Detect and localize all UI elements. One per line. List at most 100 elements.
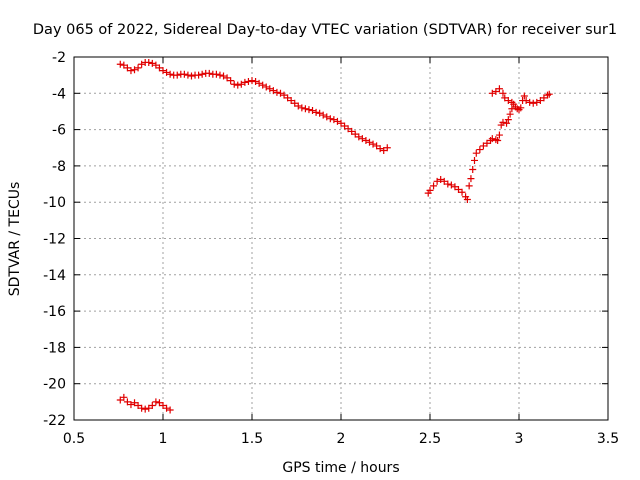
data-point-main-track bbox=[248, 77, 256, 85]
data-point-right-track bbox=[545, 90, 553, 98]
data-point-lower-track bbox=[123, 398, 131, 406]
data-point-main-track bbox=[220, 72, 228, 80]
data-point-main-track bbox=[280, 91, 288, 99]
data-point-lower-track bbox=[116, 396, 124, 404]
data-point-right-track bbox=[479, 142, 487, 150]
data-point-main-track bbox=[284, 94, 292, 102]
data-point-right-track bbox=[495, 85, 503, 93]
y-tick-label: -14 bbox=[43, 268, 66, 284]
y-tick-label: -8 bbox=[52, 159, 66, 175]
data-point-main-track bbox=[163, 68, 171, 76]
data-point-main-track bbox=[269, 87, 277, 95]
data-point-right-track bbox=[488, 135, 496, 143]
data-point-main-track bbox=[138, 60, 146, 68]
data-point-main-track bbox=[255, 79, 263, 87]
data-point-main-track bbox=[166, 70, 174, 78]
y-tick-label: -10 bbox=[43, 195, 66, 211]
data-point-main-track bbox=[341, 122, 349, 130]
data-point-right-track bbox=[504, 97, 512, 105]
data-point-main-track bbox=[330, 116, 338, 124]
data-point-lower-track bbox=[148, 401, 156, 409]
data-point-lower-track bbox=[120, 393, 128, 401]
data-point-main-track bbox=[173, 71, 181, 79]
data-point-main-track bbox=[159, 67, 167, 75]
data-point-main-track bbox=[309, 107, 317, 115]
data-point-right-track bbox=[433, 177, 441, 185]
y-tick-label: -4 bbox=[52, 86, 66, 102]
data-point-main-track bbox=[127, 67, 135, 75]
data-point-main-track bbox=[362, 136, 370, 144]
y-tick-label: -18 bbox=[43, 340, 66, 356]
data-point-main-track bbox=[244, 78, 252, 86]
data-point-main-track bbox=[259, 81, 267, 89]
data-point-right-track bbox=[499, 118, 507, 126]
grid bbox=[74, 57, 608, 420]
data-point-main-track bbox=[198, 70, 206, 78]
data-point-right-track bbox=[522, 97, 530, 105]
data-point-right-track bbox=[520, 92, 528, 100]
data-point-right-track bbox=[440, 177, 448, 185]
data-point-main-track bbox=[266, 85, 274, 93]
x-tick-label: 1.5 bbox=[241, 431, 263, 447]
data-point-right-track bbox=[454, 185, 462, 193]
data-point-main-track bbox=[287, 97, 295, 105]
axis-ticks: 0.5 1 1.5 2 2.5 3 3.5 -22 -20 -18 -16 -14 -12 -10 -8 -6… bbox=[43, 50, 619, 447]
data-point-main-track bbox=[223, 74, 231, 82]
x-tick-label: 2.5 bbox=[419, 431, 441, 447]
data-point-main-track bbox=[195, 71, 203, 79]
data-point-right-track bbox=[471, 156, 478, 164]
data-point-main-track bbox=[187, 72, 195, 80]
data-point-main-track bbox=[301, 105, 309, 113]
data-point-main-track bbox=[305, 106, 313, 114]
data-point-right-track bbox=[476, 146, 484, 154]
x-tick-label: 0.5 bbox=[63, 431, 85, 447]
data-point-right-track bbox=[495, 131, 503, 139]
data-point-main-track bbox=[323, 113, 331, 121]
data-point-main-track bbox=[230, 80, 238, 88]
data-point-main-track bbox=[348, 127, 356, 135]
data-point-right-track bbox=[506, 110, 514, 118]
data-point-right-track bbox=[483, 139, 491, 147]
data-point-right-track bbox=[492, 87, 500, 95]
data-point-right-track bbox=[463, 195, 471, 203]
data-point-right-track bbox=[426, 186, 434, 194]
y-tick-label: -16 bbox=[43, 304, 66, 320]
data-point-right-track bbox=[526, 98, 534, 106]
data-point-main-track bbox=[234, 81, 242, 89]
data-point-right-track bbox=[465, 182, 473, 190]
data-point-main-track bbox=[358, 135, 366, 143]
data-point-main-track bbox=[131, 66, 139, 74]
data-point-main-track bbox=[294, 102, 302, 110]
data-point-main-track bbox=[241, 78, 249, 86]
data-point-main-track bbox=[212, 70, 220, 78]
data-point-main-track bbox=[319, 111, 327, 119]
y-tick-label: -2 bbox=[52, 50, 66, 66]
data-point-main-track bbox=[344, 125, 352, 133]
data-point-main-track bbox=[145, 58, 153, 66]
chart-title: Day 065 of 2022, Sidereal Day-to-day VTE… bbox=[33, 22, 617, 38]
data-point-right-track bbox=[501, 94, 509, 102]
data-point-main-track bbox=[116, 60, 124, 68]
data-point-main-track bbox=[276, 89, 284, 97]
data-point-right-track bbox=[499, 89, 507, 97]
x-axis-label: GPS time / hours bbox=[282, 460, 399, 476]
data-point-right-track bbox=[513, 105, 521, 113]
data-point-main-track bbox=[337, 119, 345, 127]
data-point-main-track bbox=[227, 77, 235, 85]
x-tick-label: 3.5 bbox=[597, 431, 619, 447]
data-point-right-track bbox=[437, 176, 445, 184]
data-point-lower-track bbox=[166, 406, 174, 414]
data-point-right-track bbox=[458, 188, 466, 196]
data-point-lower-track bbox=[127, 401, 135, 409]
x-tick-label: 2 bbox=[337, 431, 346, 447]
data-point-main-track bbox=[252, 78, 260, 86]
data-point-lower-track bbox=[138, 404, 146, 412]
data-point-main-track bbox=[365, 138, 373, 146]
data-point-main-track bbox=[134, 64, 142, 72]
data-point-right-track bbox=[430, 182, 438, 190]
data-point-main-track bbox=[298, 104, 306, 112]
data-point-main-track bbox=[326, 115, 334, 123]
data-point-main-track bbox=[155, 64, 163, 72]
data-point-right-track bbox=[472, 149, 480, 157]
data-point-right-track bbox=[444, 180, 452, 188]
